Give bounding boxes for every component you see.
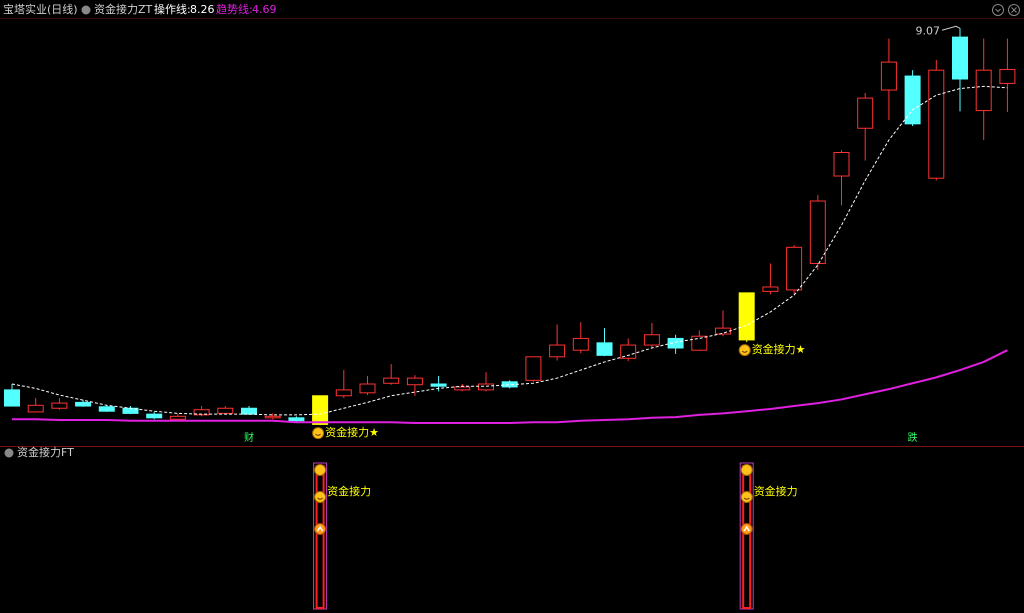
- candle-body: [786, 246, 803, 291]
- candle-body: [430, 383, 447, 387]
- candle-body: [335, 389, 352, 397]
- signal-icon: [312, 427, 325, 440]
- signal-icon-face: [315, 433, 321, 436]
- stock-title: 宝塔实业(日线): [3, 2, 78, 16]
- signal-icon-face: [741, 350, 748, 353]
- candle-body: [169, 415, 186, 420]
- indicator-name: 资金接力ZT: [94, 2, 153, 16]
- candle-body: [928, 69, 945, 179]
- legend-name: 操作线:: [154, 2, 191, 16]
- signal-label: 资金接力★: [752, 342, 806, 356]
- candle-body: [952, 36, 968, 80]
- signal-icon-face: [743, 497, 750, 500]
- signal-icon: [314, 491, 327, 503]
- signal-icon-arrow: [743, 525, 750, 532]
- candle-body: [667, 337, 684, 349]
- collapse-button[interactable]: [992, 4, 1004, 16]
- collapse-icon: [995, 8, 1001, 13]
- candle-body: [620, 344, 637, 359]
- candle-body: [241, 407, 257, 415]
- candle-body: [833, 151, 850, 177]
- candle-body: [572, 337, 589, 351]
- candle-body: [383, 377, 400, 384]
- candle-body: [288, 417, 305, 422]
- indicator-name: 资金接力FT: [17, 445, 74, 459]
- candle-body: [999, 68, 1016, 84]
- candle-body: [762, 286, 779, 292]
- close-button[interactable]: [1008, 4, 1020, 16]
- signal-icon-face: [317, 497, 323, 500]
- candle-body: [75, 401, 92, 407]
- signal-icon-arrow: [316, 525, 324, 532]
- candle-body: [454, 386, 471, 391]
- candle-body: [312, 395, 329, 425]
- candle-body: [217, 407, 234, 414]
- candle-body: [98, 406, 115, 412]
- candle-body: [406, 377, 423, 386]
- signal-icon: [740, 464, 753, 476]
- signal-icon: [314, 464, 327, 476]
- signal-label: 资金接力: [754, 484, 798, 498]
- signal-icon: [314, 523, 327, 535]
- candle-body: [51, 402, 68, 409]
- legend-value: 8.26: [190, 3, 215, 16]
- candle-body: [193, 409, 210, 416]
- candle-body: [809, 200, 826, 264]
- candle-body: [478, 383, 494, 391]
- indicator-icon[interactable]: [81, 5, 91, 15]
- signal-icon: [740, 523, 753, 535]
- indicator-line: [12, 349, 1008, 424]
- close-icon: [1011, 7, 1017, 13]
- max-label: 9.07: [916, 24, 941, 37]
- candle-body: [691, 335, 708, 351]
- candle-body: [857, 97, 874, 129]
- legend-name: 趋势线:: [216, 2, 253, 16]
- candle-body: [596, 342, 613, 356]
- x-marker: 财: [244, 431, 254, 444]
- candle-body: [715, 327, 731, 335]
- candle-body: [501, 381, 518, 388]
- signal-label: 资金接力: [327, 484, 371, 498]
- candle-body: [880, 61, 897, 91]
- candle-body: [146, 413, 163, 419]
- signal-label: 资金接力★: [325, 425, 379, 439]
- candle-body: [27, 404, 44, 413]
- candle-body: [264, 415, 281, 419]
- candle-body: [359, 383, 376, 394]
- legend-value: 4.69: [252, 3, 277, 16]
- indicator-icon[interactable]: [4, 448, 14, 458]
- candle-body: [4, 389, 20, 407]
- signal-icon: [740, 491, 753, 503]
- candle-body: [738, 292, 755, 341]
- candle-body: [975, 69, 992, 112]
- candle-body: [904, 75, 921, 125]
- signal-icon: [738, 344, 751, 357]
- max-pointer: [941, 25, 961, 31]
- candle-body: [643, 334, 660, 346]
- x-marker: 跌: [908, 431, 918, 444]
- candle-body: [525, 356, 542, 381]
- candle-body: [549, 344, 566, 358]
